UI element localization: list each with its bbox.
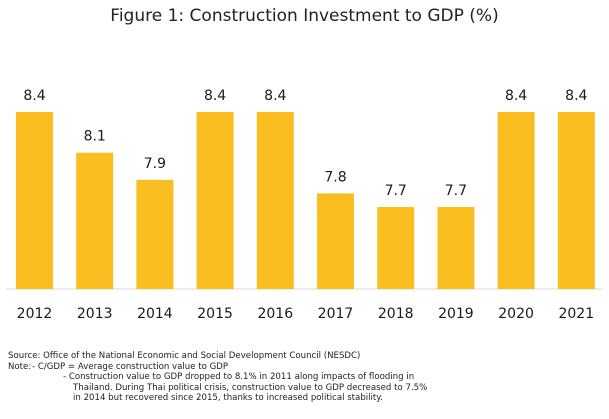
note-line-4: in 2014 but recovered since 2015, thanks…: [73, 393, 383, 404]
note-line-1: - C/GDP = Average construction value to …: [32, 361, 229, 372]
bar-2015: [196, 112, 234, 289]
data-label-2013: 8.1: [84, 129, 106, 145]
x-tick-label-2013: 2013: [77, 306, 113, 322]
note-label: Note:: [8, 361, 32, 372]
bar-2014: [136, 179, 174, 289]
data-label-2020: 8.4: [505, 88, 527, 104]
data-label-2015: 8.4: [204, 88, 226, 104]
x-tick-label-2019: 2019: [438, 306, 474, 322]
chart-footer: Source: Office of the National Economic …: [8, 351, 427, 404]
x-tick-label-2018: 2018: [378, 306, 414, 322]
note-line-3: Thailand. During Thai political crisis, …: [73, 382, 428, 393]
source-note: Source: Office of the National Economic …: [8, 351, 361, 361]
x-tick-label-2016: 2016: [257, 306, 293, 322]
data-label-2019: 7.7: [445, 183, 467, 199]
bar-2013: [76, 152, 114, 289]
bar-2016: [256, 112, 294, 289]
x-tick-label-2017: 2017: [318, 306, 354, 322]
x-tick-label-2015: 2015: [197, 306, 233, 322]
x-tick-label-2012: 2012: [17, 306, 53, 322]
bar-chart: 8.4 2012 8.1 2013 7.9 2014 8.4 2015 8.4 2016 7.8 20…: [6, 88, 603, 322]
data-label-2017: 7.8: [324, 169, 346, 185]
bar-2019: [437, 207, 475, 289]
x-tick-label-2021: 2021: [558, 306, 594, 322]
data-label-2018: 7.7: [385, 183, 407, 199]
bar-2018: [377, 207, 415, 289]
x-tick-label-2014: 2014: [137, 306, 173, 322]
chart-title: Figure 1: Construction Investment to GDP…: [110, 6, 499, 26]
bar-2017: [317, 193, 354, 289]
data-label-2012: 8.4: [23, 88, 45, 104]
data-label-2014: 7.9: [144, 156, 166, 172]
bar-2021: [557, 112, 595, 289]
bar-2020: [497, 112, 535, 289]
bar-2012: [16, 112, 53, 289]
data-label-2021: 8.4: [565, 88, 587, 104]
note-line-2: - Construction value to GDP dropped to 8…: [63, 372, 415, 383]
data-label-2016: 8.4: [264, 88, 286, 104]
x-tick-label-2020: 2020: [498, 306, 534, 322]
